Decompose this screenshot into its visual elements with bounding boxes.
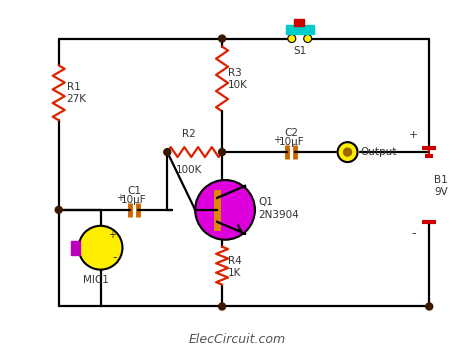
Text: +: + <box>409 130 418 140</box>
Circle shape <box>304 34 312 43</box>
Circle shape <box>344 148 352 156</box>
Bar <box>286 25 314 33</box>
Text: C2: C2 <box>284 128 298 138</box>
Text: 10K: 10K <box>228 80 248 90</box>
Text: +: + <box>109 230 117 240</box>
Text: R2: R2 <box>182 129 196 139</box>
Text: +: + <box>273 135 282 145</box>
Text: 10μF: 10μF <box>121 195 147 205</box>
Text: C1: C1 <box>127 186 141 196</box>
Text: R4: R4 <box>228 256 242 266</box>
Text: 10μF: 10μF <box>278 137 304 147</box>
Text: 2N3904: 2N3904 <box>258 210 299 220</box>
Text: 27K: 27K <box>67 94 87 104</box>
Circle shape <box>288 34 296 43</box>
Circle shape <box>79 226 122 270</box>
Circle shape <box>337 142 357 162</box>
Text: Q1: Q1 <box>258 197 273 207</box>
Text: ElecCircuit.com: ElecCircuit.com <box>189 333 285 346</box>
Text: 100K: 100K <box>176 165 202 175</box>
Text: -: - <box>411 227 416 240</box>
Circle shape <box>55 206 62 213</box>
Bar <box>71 241 80 255</box>
Circle shape <box>219 35 226 42</box>
Text: MIC1: MIC1 <box>82 275 109 285</box>
Circle shape <box>219 149 226 156</box>
Text: Output: Output <box>361 147 397 157</box>
Circle shape <box>164 149 171 156</box>
Text: 1K: 1K <box>228 268 241 278</box>
Bar <box>294 19 304 26</box>
Text: R3: R3 <box>228 68 242 78</box>
Text: R1: R1 <box>67 82 81 92</box>
Circle shape <box>195 180 255 240</box>
Text: -: - <box>112 251 117 264</box>
Text: +: + <box>116 193 124 203</box>
Circle shape <box>219 303 226 310</box>
Text: 9V: 9V <box>434 187 448 197</box>
Circle shape <box>426 303 433 310</box>
Text: B1: B1 <box>434 175 448 185</box>
Text: S1: S1 <box>293 45 306 56</box>
